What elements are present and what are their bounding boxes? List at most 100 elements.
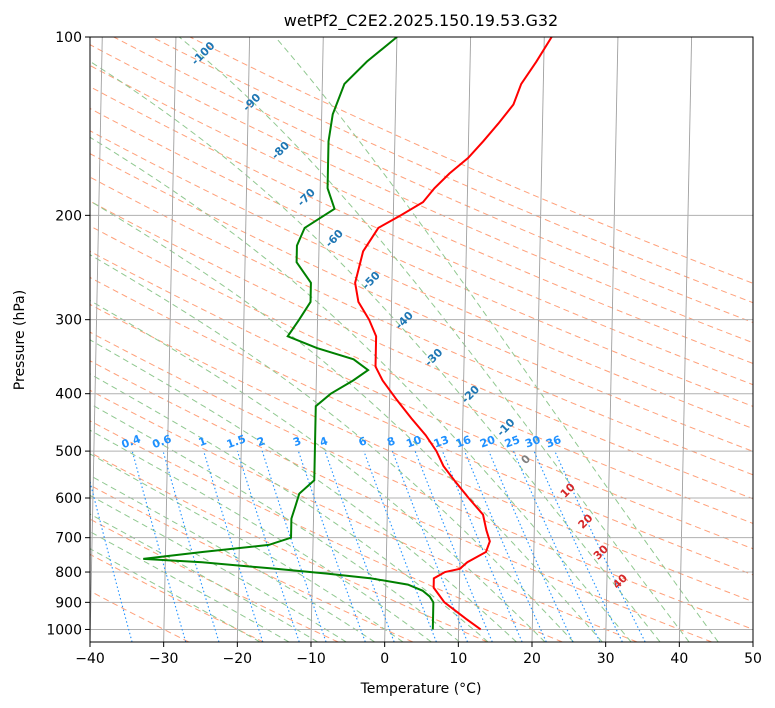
mixing-ratio-line [162, 450, 220, 642]
mixing-ratio-line [441, 450, 523, 642]
dry-adiabat [90, 303, 753, 603]
y-tick-label: 100 [55, 30, 82, 46]
x-tick-label: −40 [75, 651, 105, 667]
isotherm-line [384, 37, 398, 642]
mixing-ratio-label: 20 [478, 433, 497, 451]
x-tick-label: −10 [296, 651, 326, 667]
dry-adiabat [90, 250, 753, 550]
mixing-ratio-line [324, 450, 395, 642]
moist-adiabat [90, 339, 517, 642]
mixing-ratio-line [131, 450, 187, 642]
dry-adiabat [90, 44, 753, 344]
mixing-ratio-label: 0.4 [120, 432, 143, 451]
dry-adiabat [90, 590, 190, 642]
mixing-ratio-label: 30 [523, 433, 542, 451]
temperature-trace [354, 37, 553, 631]
mixing-ratio-line [363, 450, 437, 642]
dry-adiabat [90, 176, 753, 476]
y-tick-label: 700 [55, 531, 82, 547]
x-tick-label: 10 [449, 651, 467, 667]
isotherm-line [531, 37, 545, 642]
chart-title: wetPf2_C2E2.2025.150.19.53.G32 [284, 11, 558, 31]
dry-adiabat [90, 389, 638, 642]
mixing-ratio-label: 10 [405, 433, 424, 451]
moist-adiabat [90, 429, 432, 642]
axis-ticks: −40 −30 −20 −10 0 10 20 30 40 5010020030040050060… [46, 30, 762, 667]
y-tick-label: 1000 [46, 622, 82, 638]
dry-adiabat [90, 107, 753, 407]
dry-adiabat [90, 130, 753, 430]
mixing-ratio-line [414, 450, 493, 642]
isotherm-line [457, 37, 472, 642]
x-tick-label: 30 [597, 651, 615, 667]
moist-adiabat [90, 60, 661, 642]
y-tick-label: 600 [55, 491, 82, 507]
dry-adiabat [90, 200, 753, 500]
isotherm-line [163, 37, 177, 642]
isotherm-line [678, 37, 693, 642]
dry-adiabat [90, 360, 712, 642]
mixing-ratio-label: 6 [357, 434, 369, 449]
y-tick-label: 200 [55, 208, 82, 224]
dry-adiabat [90, 553, 264, 642]
dry-adiabat [151, 37, 753, 304]
mixing-ratio-line [464, 450, 547, 642]
moist-adiabat [90, 136, 632, 642]
dry-adiabat [90, 225, 753, 524]
isotherm-line [90, 37, 103, 642]
mixing-ratio-label: 16 [454, 433, 473, 451]
mixing-ratio-line [261, 450, 327, 642]
isotherm-line [752, 619, 753, 642]
mixing-ratio-label: 1 [197, 434, 209, 449]
mixing-ratio-line [90, 479, 133, 642]
y-tick-label: 400 [55, 387, 82, 403]
plot-background [90, 37, 753, 642]
x-tick-label: 20 [523, 651, 541, 667]
y-tick-label: 300 [55, 313, 82, 329]
mixing-ratio-label: 4 [318, 434, 330, 449]
y-tick-label: 500 [55, 444, 82, 460]
background-lines [90, 37, 753, 642]
isotherm-line [605, 37, 619, 642]
mixing-ratio-label: 8 [385, 434, 397, 449]
y-axis-label: Pressure (hPa) [12, 290, 28, 390]
moist-adiabat [90, 494, 347, 642]
x-tick-label: 0 [380, 651, 389, 667]
sounding-traces [143, 37, 553, 631]
moist-adiabat [90, 299, 546, 642]
mixing-ratio-label: 2 [255, 434, 267, 449]
y-tick-label: 900 [55, 595, 82, 611]
moist-adiabat [90, 254, 574, 642]
x-tick-label: −30 [149, 651, 179, 667]
moist-adiabat [90, 373, 489, 642]
moist-adiabat [90, 513, 318, 642]
moist-adiabat [90, 531, 290, 642]
moist-adiabat [178, 37, 690, 642]
x-tick-label: 50 [744, 651, 762, 667]
dry-adiabat [90, 64, 753, 365]
dry-adiabat [90, 451, 488, 642]
mixing-ratio-label: 1.5 [225, 432, 248, 451]
mixing-ratio-line [203, 450, 264, 642]
mixing-ratio-label: 36 [544, 433, 563, 451]
y-tick-label: 800 [55, 565, 82, 581]
moist-adiabat [90, 403, 460, 642]
x-axis-label: Temperature (°C) [360, 681, 482, 697]
plot-frame [89, 36, 754, 643]
mixing-ratio-line [391, 450, 469, 642]
x-tick-label: −20 [223, 651, 253, 667]
dry-adiabat [189, 37, 753, 284]
x-tick-label: 40 [670, 651, 688, 667]
mixing-ratio-label: 0.6 [150, 432, 173, 451]
mixing-ratio-label: 13 [432, 433, 451, 450]
moist-adiabat [274, 37, 719, 642]
mixing-ratio-line [297, 450, 366, 642]
moist-adiabat [90, 453, 404, 642]
dewpoint-trace [143, 37, 435, 630]
isotherm-line [310, 37, 324, 642]
isotherm-line [236, 37, 251, 642]
mixing-ratio-label: 25 [503, 433, 522, 450]
mixing-ratio-line [236, 450, 300, 642]
mixing-ratio-label: 3 [291, 434, 303, 449]
